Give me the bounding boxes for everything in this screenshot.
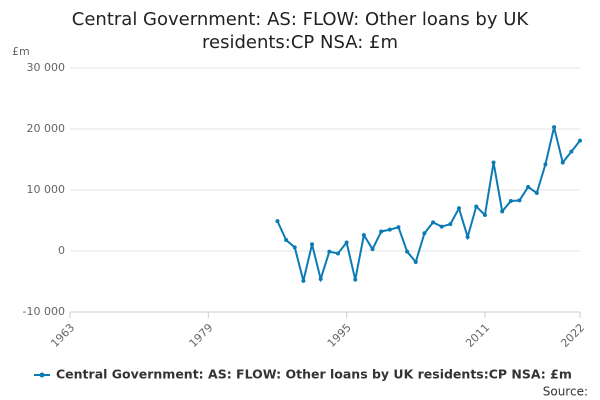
point	[370, 247, 375, 252]
y-tick-label: 30 000	[27, 61, 66, 74]
point	[301, 278, 306, 283]
point	[439, 224, 444, 229]
point	[387, 227, 392, 232]
point	[456, 206, 461, 211]
point	[353, 277, 358, 282]
point	[284, 238, 289, 243]
point	[405, 249, 410, 254]
y-tick-label: 20 000	[27, 122, 66, 135]
point	[275, 219, 280, 224]
x-tick-label: 1995	[325, 321, 354, 350]
y-tick-label: -10 000	[23, 305, 65, 318]
point	[526, 184, 531, 189]
source: Source:	[543, 385, 588, 399]
point	[361, 233, 366, 238]
x-tick-label: 1963	[48, 321, 77, 350]
point	[448, 222, 453, 227]
point	[474, 204, 479, 209]
point	[552, 125, 557, 130]
point	[413, 259, 418, 264]
x-tick-label: 1979	[187, 321, 216, 350]
point	[379, 229, 384, 234]
point	[431, 220, 436, 225]
point	[508, 198, 513, 203]
point	[491, 160, 496, 165]
point	[569, 149, 574, 154]
chart-title: Central Government: AS: FLOW: Other loan…	[71, 9, 529, 53]
point	[482, 213, 487, 218]
point	[578, 138, 582, 143]
point	[292, 245, 297, 250]
series-line	[276, 126, 581, 283]
y-tick-label: 0	[58, 244, 65, 257]
point	[422, 231, 427, 236]
x-tick-label: 2022	[558, 321, 587, 350]
y-unit: £m	[12, 45, 30, 58]
point	[327, 249, 332, 254]
x-tick-label: 2011	[463, 321, 492, 350]
legend-label: Central Government: AS: FLOW: Other loan…	[56, 367, 572, 382]
point	[534, 191, 539, 196]
point	[310, 242, 315, 247]
point	[344, 240, 349, 245]
point	[318, 277, 323, 282]
point	[543, 162, 548, 167]
point	[396, 225, 401, 230]
legend-marker	[39, 372, 45, 378]
point	[465, 234, 470, 239]
y-tick-label: 10 000	[27, 183, 66, 196]
point	[500, 209, 505, 214]
point	[560, 160, 565, 165]
point	[517, 198, 522, 203]
point	[335, 251, 340, 256]
